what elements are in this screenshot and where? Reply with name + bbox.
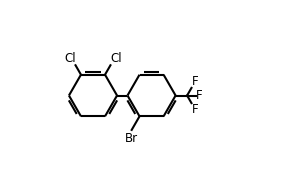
Text: F: F <box>191 75 198 88</box>
Text: F: F <box>196 89 203 102</box>
Text: Cl: Cl <box>110 52 122 65</box>
Text: F: F <box>191 103 198 116</box>
Text: Cl: Cl <box>64 52 76 65</box>
Text: Br: Br <box>125 132 138 145</box>
